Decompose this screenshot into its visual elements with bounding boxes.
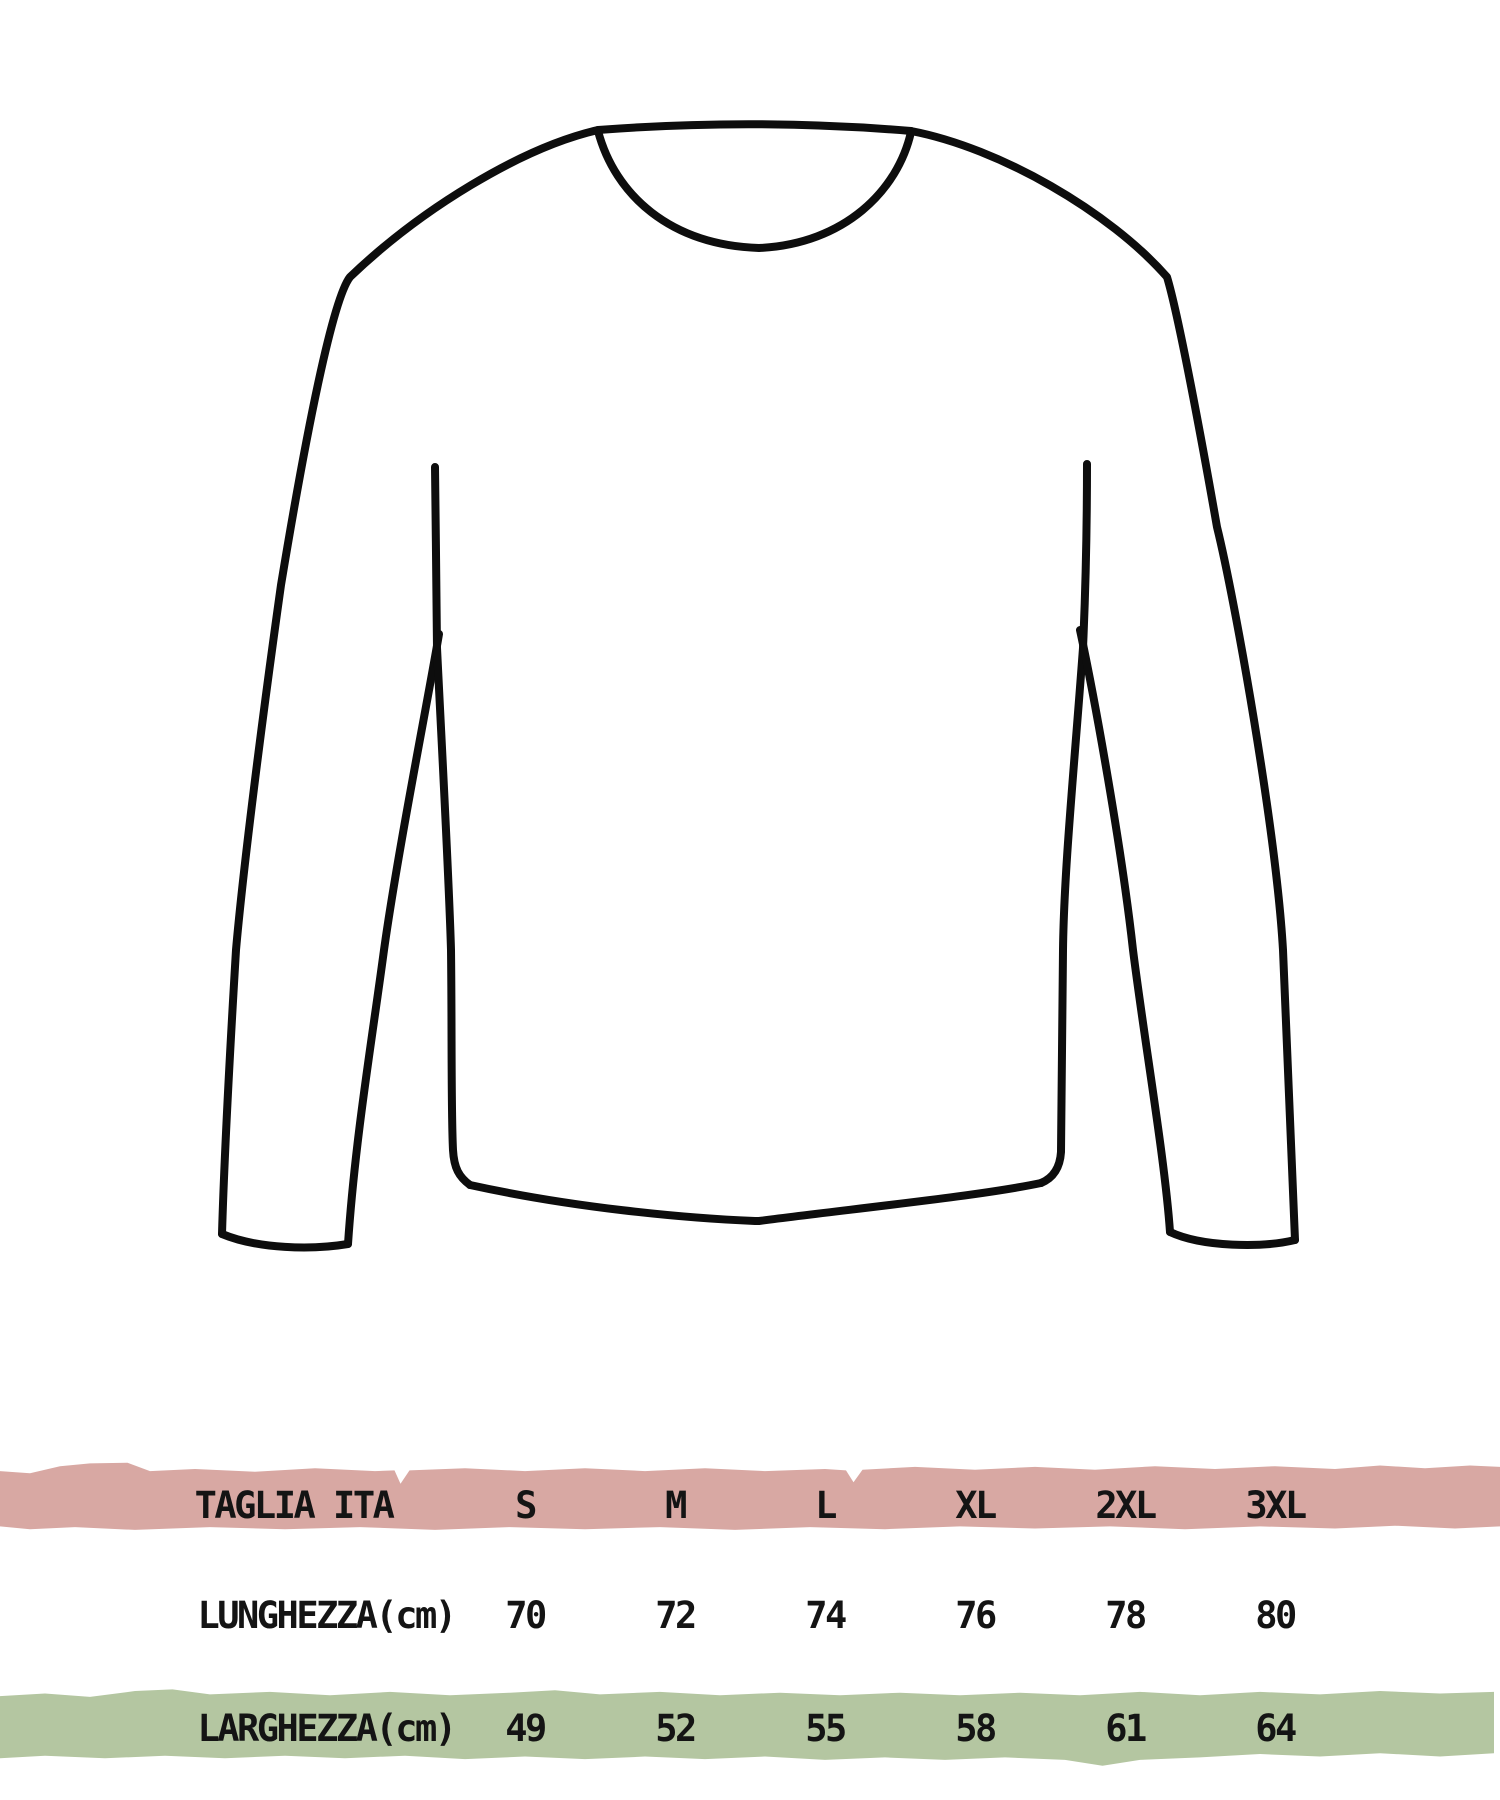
length-value-l: 74 [805, 1593, 847, 1637]
length-value-s: 70 [505, 1593, 547, 1637]
left-cuff [218, 1230, 352, 1252]
length-value-2xl: 78 [1105, 1593, 1147, 1637]
left-shoulder-outer-sleeve [218, 126, 602, 1238]
width-value-l: 55 [805, 1706, 847, 1750]
size-col-l: L [815, 1483, 837, 1527]
length-row: LUNGHEZZA(cm) 70 72 74 76 78 80 [0, 1532, 1500, 1686]
length-value-m: 72 [655, 1593, 697, 1637]
width-row-label: LARGHEZZA(cm) [197, 1706, 457, 1750]
width-value-m: 52 [655, 1706, 697, 1750]
right-inner-sleeve [1076, 626, 1174, 1236]
width-value-3xl: 64 [1255, 1706, 1297, 1750]
right-side-seam [1037, 460, 1091, 1187]
width-row: LARGHEZZA(cm) 49 52 55 58 61 64 [0, 1689, 1494, 1766]
size-table: TAGLIA ITA S M L XL 2XL 3XL LUNGHEZZA(cm… [0, 1462, 1500, 1770]
right-outer-sleeve-shoulder [907, 127, 1299, 1244]
left-side-seam [431, 463, 474, 1189]
size-col-2xl: 2XL [1095, 1483, 1157, 1527]
header-label: TAGLIA ITA [194, 1483, 395, 1527]
shirt-outline-drawing [218, 120, 1299, 1252]
collar-top-line [594, 120, 915, 135]
width-spacer [1350, 1689, 1494, 1765]
length-row-label: LUNGHEZZA(cm) [197, 1593, 457, 1637]
bottom-hem [466, 1179, 1045, 1225]
width-value-s: 49 [505, 1706, 547, 1750]
width-value-xl: 58 [955, 1706, 997, 1750]
width-value-2xl: 61 [1105, 1706, 1147, 1750]
neck-scoop-curve [594, 127, 915, 252]
header-spacer [1350, 1478, 1500, 1530]
length-value-3xl: 80 [1255, 1593, 1297, 1637]
size-col-m: M [665, 1483, 687, 1527]
left-inner-sleeve [344, 630, 443, 1248]
size-col-xl: XL [955, 1483, 997, 1527]
right-cuff [1166, 1228, 1299, 1249]
size-col-s: S [515, 1483, 537, 1527]
size-col-3xl: 3XL [1245, 1483, 1307, 1527]
size-table-header-row: TAGLIA ITA S M L XL 2XL 3XL [0, 1462, 1500, 1530]
length-spacer [1350, 1544, 1500, 1686]
length-value-xl: 76 [955, 1593, 997, 1637]
